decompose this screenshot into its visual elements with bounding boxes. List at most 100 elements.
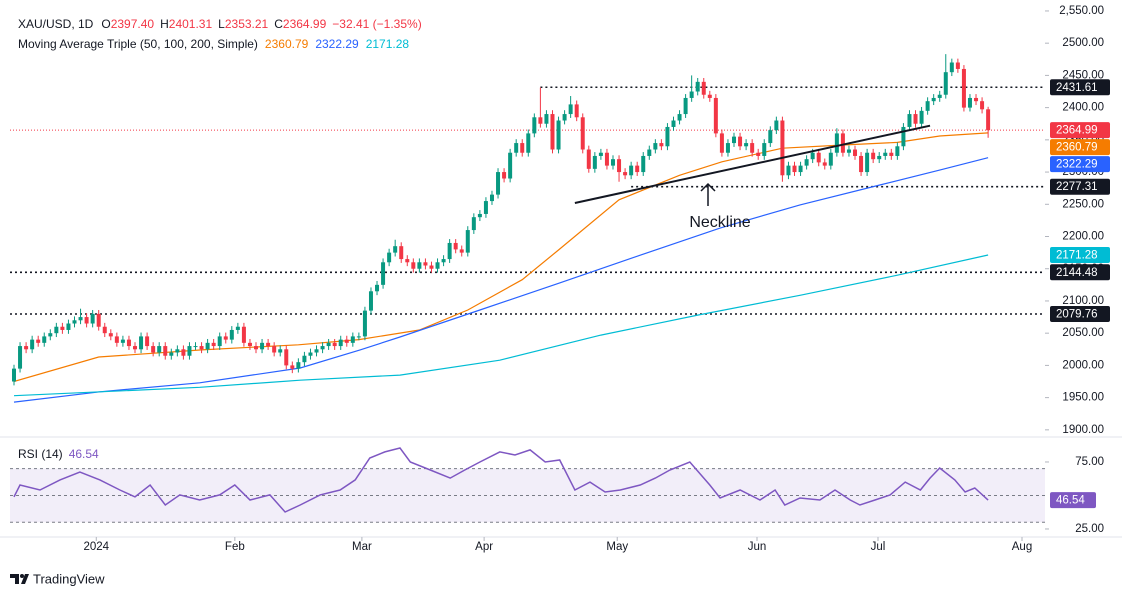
y-tick-label: 1900.00 (1062, 424, 1104, 436)
plot-layer: 1900.001950.002000.002050.002100.002150.… (10, 5, 1110, 553)
candle-body (205, 342, 210, 350)
candle-body (617, 159, 622, 173)
price-label-box (1050, 305, 1110, 322)
candle-body (780, 120, 785, 176)
candle-body (647, 149, 652, 156)
candle-body (568, 104, 573, 115)
candle-body (247, 342, 252, 347)
price-label-box (1050, 139, 1110, 156)
y-tick-label: 2,550.00 (1059, 5, 1104, 17)
symbol-header: XAU/USD, 1D O2397.40 H2401.31 L2353.21 C2364… (18, 17, 422, 31)
price-label-box (1050, 79, 1110, 96)
candle-body (725, 143, 730, 153)
candle-body (405, 259, 410, 263)
ohlc-key: H (160, 17, 169, 31)
candle-body (193, 346, 198, 348)
candle-body (931, 97, 936, 102)
indicator-value: 2360.79 (265, 37, 309, 51)
price-label-box (1050, 178, 1110, 195)
candle-body (90, 313, 95, 324)
candle-body (187, 346, 192, 356)
rsi-value: 46.54 (69, 447, 99, 461)
candle-body (840, 133, 845, 153)
x-tick-label: Jul (871, 541, 886, 553)
candle-body (901, 126, 906, 147)
neckline-arrow (700, 182, 716, 206)
candle-body (453, 242, 458, 250)
ohlc-value: 2364.99 (283, 17, 327, 31)
candle-body (744, 143, 749, 147)
logo-mark (10, 574, 29, 584)
candle-body (42, 336, 47, 343)
moving-average (13, 157, 989, 403)
candle-body (671, 120, 676, 127)
x-tick-label: May (606, 541, 628, 553)
candle-body (393, 246, 398, 253)
candle-body (961, 68, 966, 108)
candle-body (332, 342, 337, 347)
candle-body (326, 342, 331, 347)
candle-body (508, 152, 513, 179)
candle-body (701, 81, 706, 95)
y-tick-label: 2100.00 (1062, 295, 1104, 307)
candle-body (798, 165, 803, 173)
annotation: Neckline (689, 214, 750, 231)
candle-body (502, 172, 507, 179)
trendline (574, 124, 931, 204)
rsi-label-box (1050, 492, 1096, 509)
candle-body (375, 284, 380, 292)
candle-body (762, 143, 767, 156)
candle-body (713, 97, 718, 134)
price-label-box (1050, 156, 1110, 173)
candle-body (72, 320, 77, 324)
moving-average (13, 132, 989, 383)
candle-body (24, 346, 29, 350)
change: −32.41 (−1.35%) (332, 17, 421, 31)
candle-body (181, 349, 186, 356)
candle-body (483, 201, 488, 214)
candle-body (907, 114, 912, 127)
rsi-label: 46.54 (1056, 495, 1085, 507)
candle-body (126, 339, 131, 347)
y-tick-label: 2050.00 (1062, 327, 1104, 339)
logo-dot (20, 574, 24, 578)
candle-body (477, 213, 482, 218)
candle-body (314, 349, 319, 353)
price-label: 2144.48 (1056, 267, 1098, 279)
candle-body (387, 252, 392, 263)
price-label: 2360.79 (1056, 142, 1098, 154)
candle-body (586, 149, 591, 169)
candle-body (429, 265, 434, 269)
candle-body (211, 342, 216, 347)
candle-body (913, 114, 918, 124)
candle-body (489, 194, 494, 202)
candle-body (653, 143, 658, 150)
symbol: XAU/USD, 1D (18, 17, 94, 31)
candle-body (683, 97, 688, 115)
candle-body (54, 326, 59, 334)
candle-body (955, 62, 960, 69)
candle-body (846, 149, 851, 153)
x-tick-label: Apr (475, 541, 493, 553)
candle-body (967, 97, 972, 108)
candle-body (719, 133, 724, 153)
x-tick-label: Jun (748, 541, 767, 553)
candle-body (919, 110, 924, 124)
rsi-name: RSI (14) (18, 447, 63, 461)
candle-body (157, 346, 162, 353)
indicator-name: Moving Average Triple (50, 100, 200, Sim… (18, 37, 258, 51)
candle-body (665, 126, 670, 147)
y-tick-label: 2500.00 (1062, 37, 1104, 49)
candle-body (822, 162, 827, 166)
candle-body (980, 101, 985, 110)
candle-body (943, 72, 948, 95)
candle-body (853, 149, 858, 156)
price-label: 2079.76 (1056, 309, 1098, 321)
candle-body (163, 346, 168, 356)
candle-body (895, 146, 900, 156)
candle-body (417, 262, 422, 269)
candle-body (695, 81, 700, 92)
candle-body (435, 262, 440, 269)
y-tick-label: 2250.00 (1062, 198, 1104, 210)
